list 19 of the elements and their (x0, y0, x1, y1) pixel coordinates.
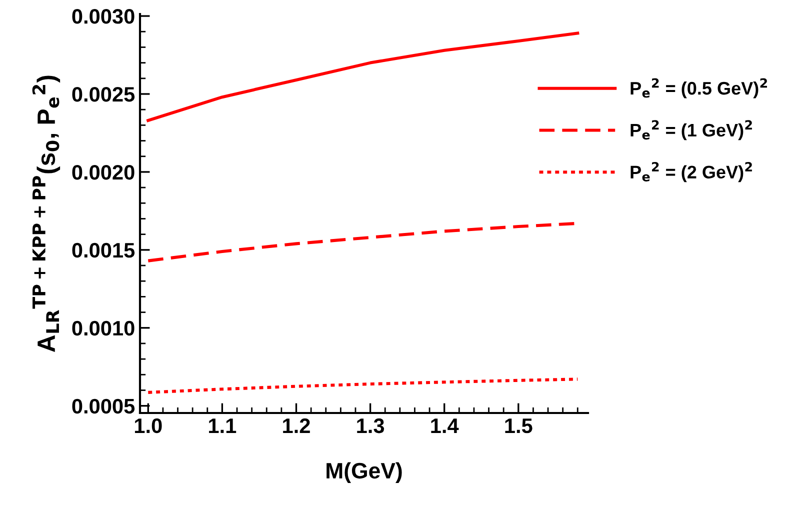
text: A$_{LR}$$^{TP+KPP+PP}$(s$_{0}$, P$_{e}$$^{2}$) (32, 76, 60, 352)
x-tick-label: 1.3 (357, 418, 384, 434)
x-tick-label: 1.2 (283, 418, 310, 433)
y-tick-label: 0.0015 (72, 242, 135, 258)
y-tick-label: 0.0005 (72, 398, 135, 414)
y-tick-label: 0.0010 (72, 320, 134, 336)
y-tick-label: 0.0030 (72, 9, 134, 24)
legend-label: P$_{e}$$^{2}$ = (1 GeV)$^{2}$ (630, 120, 752, 140)
line-series (146, 378, 580, 394)
x-tick-label: 1.1 (209, 418, 236, 433)
legend-label: P$_{e}$$^{2}$ = (0.5 GeV)$^{2}$ (630, 78, 767, 98)
y-tick-label: 0.0025 (72, 86, 135, 102)
x-tick-label: 1.0 (134, 418, 162, 434)
y-tick-label: 0.0020 (72, 164, 134, 180)
line-series (146, 32, 580, 122)
x-tick-label: 1.4 (431, 418, 459, 433)
legend-label: P$_{e}$$^{2}$ = (2 GeV)$^{2}$ (630, 162, 752, 182)
x-tick-label: 1.5 (505, 418, 532, 434)
x-axis-title: M(GeV) (326, 462, 402, 483)
